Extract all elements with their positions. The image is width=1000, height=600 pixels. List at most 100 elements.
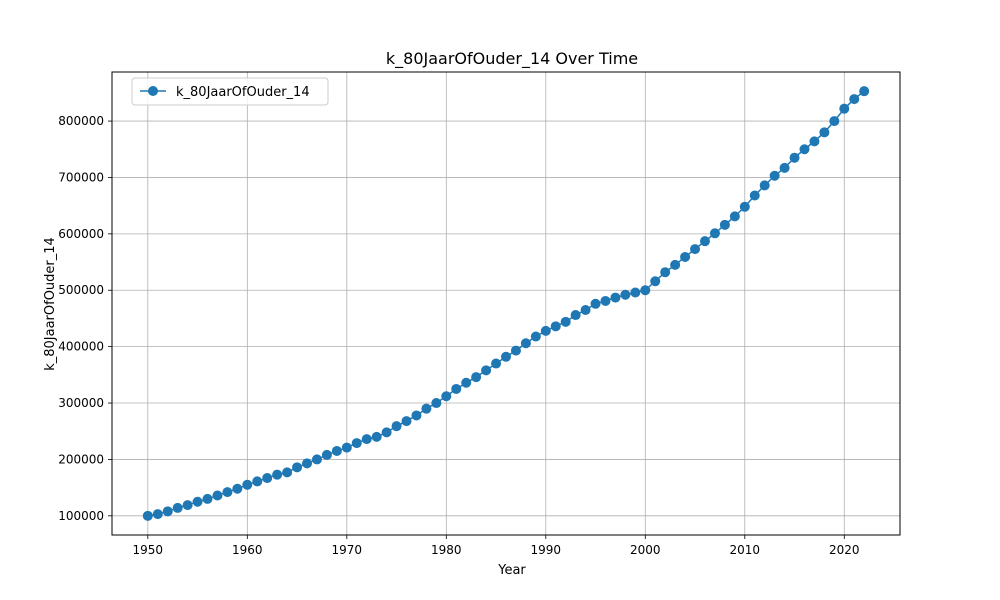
data-point [351, 438, 362, 449]
data-point [321, 449, 332, 460]
data-point [222, 487, 233, 498]
y-tick-label: 600000 [58, 227, 104, 241]
data-point [371, 431, 382, 442]
y-tick-label: 700000 [58, 170, 104, 184]
data-point [590, 298, 601, 309]
data-point [799, 144, 810, 155]
data-point [431, 398, 442, 409]
data-point [809, 136, 820, 147]
data-point [769, 170, 780, 181]
x-tick-label: 2000 [630, 543, 661, 557]
y-tick-label: 800000 [58, 114, 104, 128]
data-point [461, 377, 472, 388]
x-tick-label: 2010 [730, 543, 761, 557]
data-point [421, 403, 432, 414]
data-point [152, 509, 163, 520]
data-point [560, 316, 571, 327]
data-point [451, 383, 462, 394]
data-point [789, 152, 800, 163]
y-tick-label: 300000 [58, 396, 104, 410]
data-point [142, 510, 153, 521]
data-point [819, 127, 830, 138]
y-tick-label: 100000 [58, 509, 104, 523]
data-point [540, 325, 551, 336]
y-axis-ticks: 100000 200000 300000 400000 500000 600000 7000… [58, 114, 112, 523]
chart-title: k_80JaarOfOuder_14 Over Time [386, 49, 638, 69]
data-point [212, 490, 223, 501]
data-point [441, 391, 452, 402]
data-point [620, 289, 631, 300]
x-axis-ticks: 1950 1960 1970 1980 1990 2000 2010 2020 [133, 535, 860, 557]
data-point [331, 445, 342, 456]
x-tick-label: 1970 [332, 543, 363, 557]
data-point [729, 211, 740, 222]
data-point [252, 476, 263, 487]
data-point [650, 276, 661, 287]
x-tick-label: 1950 [133, 543, 164, 557]
data-point [709, 228, 720, 239]
data-point [610, 292, 621, 303]
series-line [147, 90, 865, 517]
data-point [640, 285, 651, 296]
data-point [680, 251, 691, 262]
data-point [859, 86, 870, 97]
data-point [510, 345, 521, 356]
data-point [630, 287, 641, 298]
legend: k_80JaarOfOuder_14 [131, 77, 329, 106]
y-tick-label: 400000 [58, 340, 104, 354]
data-point [361, 434, 372, 445]
data-point [242, 479, 253, 490]
data-point [202, 493, 213, 504]
data-point [839, 103, 850, 114]
data-point [779, 162, 790, 173]
data-point [699, 236, 710, 247]
y-tick-label: 500000 [58, 283, 104, 297]
x-tick-label: 1990 [531, 543, 562, 557]
data-point [282, 467, 293, 478]
data-point [481, 365, 492, 376]
data-point [471, 372, 482, 383]
data-point [749, 190, 760, 201]
data-point [660, 267, 671, 278]
x-tick-label: 2020 [829, 543, 860, 557]
data-point [530, 331, 541, 342]
data-point [739, 201, 750, 212]
data-point [232, 483, 243, 494]
data-point [719, 219, 730, 230]
data-point [401, 416, 412, 427]
data-point [600, 295, 611, 306]
data-point [172, 502, 183, 513]
data-point [411, 410, 422, 421]
series-layer [142, 86, 870, 521]
data-point [341, 442, 352, 453]
y-tick-label: 200000 [58, 452, 104, 466]
data-point [262, 473, 273, 484]
y-axis-label: k_80JaarOfOuder_14 [43, 237, 58, 371]
data-point [849, 94, 860, 105]
data-point [302, 458, 313, 469]
data-point [272, 469, 283, 480]
x-tick-label: 1960 [232, 543, 263, 557]
data-point [550, 321, 561, 332]
data-point [570, 310, 581, 321]
data-point [580, 304, 591, 315]
data-point [759, 180, 770, 191]
data-point [311, 454, 322, 465]
legend-entry-label: k_80JaarOfOuder_14 [176, 85, 310, 100]
x-axis-label: Year [497, 563, 526, 578]
legend-box [131, 77, 329, 106]
data-point [491, 358, 502, 369]
legend-marker-swatch [148, 86, 158, 96]
data-point [381, 427, 392, 438]
data-point [501, 351, 511, 362]
data-point [670, 259, 681, 270]
data-point [829, 116, 840, 127]
plot-area-frame [111, 71, 901, 536]
data-point [391, 421, 402, 432]
grid-lines [112, 72, 900, 535]
data-point [162, 506, 173, 517]
data-point [182, 500, 193, 511]
x-tick-label: 1980 [431, 543, 462, 557]
data-point [192, 496, 203, 507]
